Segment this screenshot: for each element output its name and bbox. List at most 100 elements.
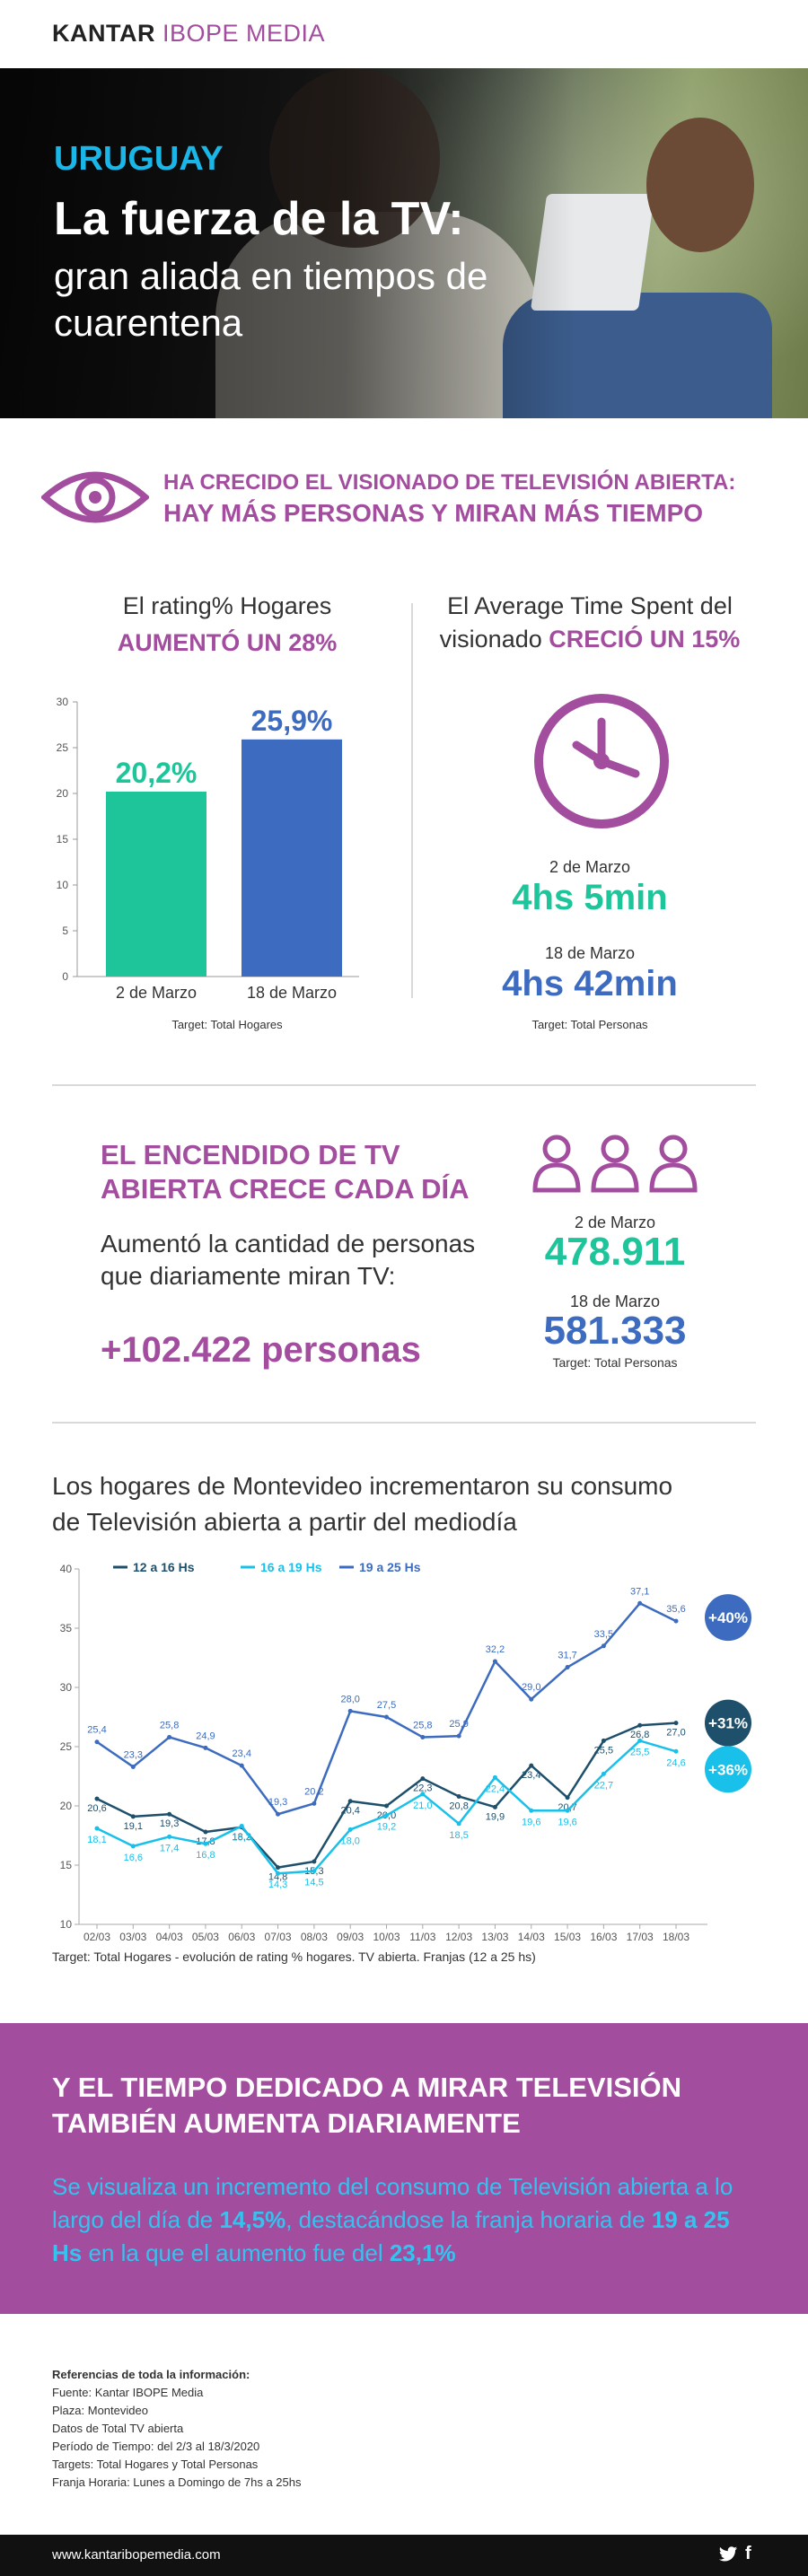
series-data-label: 25,5 xyxy=(594,1745,613,1756)
series-point xyxy=(276,1865,281,1871)
ats-date-1: 2 de Marzo xyxy=(549,858,631,876)
line-chart-badges: +31% +36% +40% xyxy=(705,1594,751,1793)
series-point xyxy=(529,1808,534,1813)
section-divider-1 xyxy=(52,1084,756,1086)
encendido-value-1: 478.911 xyxy=(544,1230,686,1274)
summary-highlight-2: 19 a 25 Hs xyxy=(52,2206,730,2266)
series-data-label: 20,8 xyxy=(449,1801,468,1811)
header: KANTAR IBOPE MEDIA xyxy=(0,0,808,68)
series-data-label: 19,6 xyxy=(522,1817,540,1827)
series-point xyxy=(239,1823,244,1828)
series-data-label: 23,4 xyxy=(233,1748,251,1759)
series-data-label: 33,5 xyxy=(594,1629,613,1640)
series-data-label: 17,4 xyxy=(160,1843,179,1853)
line-x-tick-label: 13/03 xyxy=(481,1931,508,1943)
series-point xyxy=(203,1745,208,1750)
bar-y-tick-label: 15 xyxy=(57,833,69,846)
ats-value-2: 4hs 42min xyxy=(502,964,678,1003)
series-data-label: 28,0 xyxy=(340,1694,359,1704)
series-change-label: +31% xyxy=(708,1715,748,1732)
person-icon xyxy=(532,1135,581,1193)
series-point xyxy=(276,1811,281,1817)
ats-highlight: CRECIÓ UN 15% xyxy=(549,626,741,653)
line-x-tick-label: 17/03 xyxy=(627,1931,654,1943)
series-point xyxy=(384,1803,389,1809)
line-x-tick-label: 06/03 xyxy=(228,1931,255,1943)
series-data-label: 25,9 xyxy=(449,1719,468,1730)
series-data-label: 16,6 xyxy=(124,1853,143,1863)
reference-line: Período de Tiempo: del 2/3 al 18/3/2020 xyxy=(52,2440,260,2453)
series-point xyxy=(312,1801,317,1806)
brand-logo[interactable]: KANTAR IBOPE MEDIA xyxy=(52,20,325,48)
series-point xyxy=(565,1665,570,1670)
hourly-line-chart: 10 15 20 25 30 35 40 02/03 03/03 04/03 05/03 06/03 0… xyxy=(60,1560,751,1943)
rating-target: Target: Total Hogares xyxy=(171,1018,283,1031)
series-data-label: 19,3 xyxy=(160,1818,179,1829)
rating-highlight: AUMENTÓ UN 28% xyxy=(117,629,338,656)
bar-category-label: 18 de Marzo xyxy=(247,984,337,1002)
twitter-icon[interactable] xyxy=(718,2545,738,2563)
ats-label-b: visionado xyxy=(439,626,542,653)
series-point xyxy=(130,1844,136,1849)
series-point xyxy=(94,1826,100,1831)
line-x-tick-label: 16/03 xyxy=(590,1931,617,1943)
reference-line: Franja Horaria: Lunes a Domingo de 7hs a… xyxy=(52,2475,302,2489)
series-point xyxy=(276,1871,281,1876)
bar-y-tick-label: 25 xyxy=(57,741,69,754)
hero-title: La fuerza de la TV: xyxy=(54,193,464,245)
encendido-date-1: 2 de Marzo xyxy=(574,1214,656,1231)
summary-highlight-3: 23,1% xyxy=(389,2239,456,2266)
series-data-label: 20,2 xyxy=(304,1786,323,1797)
intro-line-2: HAY MÁS PERSONAS Y MIRAN MÁS TIEMPO xyxy=(163,499,704,527)
line-y-tick-label: 40 xyxy=(60,1563,73,1575)
line-x-tick-label: 15/03 xyxy=(554,1931,581,1943)
series-point xyxy=(565,1795,570,1801)
series-point xyxy=(130,1764,136,1769)
line-y-tick-label: 10 xyxy=(60,1918,73,1931)
person-icon xyxy=(591,1135,639,1193)
encendido-value-2: 581.333 xyxy=(543,1309,687,1353)
bar-y-tick-label: 20 xyxy=(57,787,69,800)
bar-y-tick-label: 0 xyxy=(62,970,68,983)
series-point xyxy=(673,1721,679,1726)
series-data-label: 19,3 xyxy=(268,1797,287,1808)
series-change-badge xyxy=(705,1746,751,1793)
section-divider-2 xyxy=(52,1422,756,1424)
series-change-label: +36% xyxy=(708,1761,748,1778)
line-chart-target: Target: Total Hogares - evolución de rat… xyxy=(52,1950,536,1964)
series-data-label: 14,8 xyxy=(268,1872,287,1883)
series-data-label: 18,5 xyxy=(449,1830,468,1841)
summary-title: Y EL TIEMPO DEDICADO A MIRAR TELEVISIÓN … xyxy=(52,2072,682,2139)
summary-text: Se visualiza un incremento del consumo d… xyxy=(52,2170,752,2270)
series-point xyxy=(167,1734,172,1739)
series-data-label: 22,3 xyxy=(413,1783,432,1794)
series-data-label: 27,0 xyxy=(666,1728,685,1739)
facebook-icon[interactable]: f xyxy=(745,2544,751,2563)
series-change-badge xyxy=(705,1594,751,1642)
series-data-label: 37,1 xyxy=(630,1586,649,1597)
series-point xyxy=(456,1821,461,1827)
reference-line: Plaza: Montevideo xyxy=(52,2404,148,2417)
line-x-tick-label: 05/03 xyxy=(192,1931,219,1943)
series-point xyxy=(637,1738,643,1743)
series-data-label: 23,3 xyxy=(124,1749,143,1760)
bar-value-label: 20,2% xyxy=(116,757,198,789)
series-point xyxy=(673,1618,679,1624)
series-data-label: 25,5 xyxy=(630,1747,649,1757)
series-data-label: 24,9 xyxy=(196,1730,215,1741)
series-data-label: 18,1 xyxy=(87,1835,106,1845)
series-point xyxy=(492,1804,497,1809)
footer: www.kantaribopemedia.com f xyxy=(0,2535,808,2576)
line-chart-legend: 12 a 16 Hs 16 a 19 Hs 19 a 25 Hs xyxy=(113,1560,421,1574)
intro-line-1: HA CRECIDO EL VISIONADO DE TELEVISIÓN AB… xyxy=(163,470,736,495)
series-data-label: 18,3 xyxy=(233,1832,251,1843)
series-data-label: 18,2 xyxy=(233,1832,251,1843)
series-line xyxy=(96,1722,677,1869)
series-point xyxy=(601,1771,606,1776)
footer-website-link[interactable]: www.kantaribopemedia.com xyxy=(52,2547,221,2563)
line-y-tick-label: 20 xyxy=(60,1800,73,1812)
series-point xyxy=(601,1738,606,1743)
series-data-label: 35,6 xyxy=(666,1604,685,1615)
references-title: Referencias de toda la información: xyxy=(52,2368,250,2381)
line-y-tick-label: 15 xyxy=(60,1859,73,1871)
